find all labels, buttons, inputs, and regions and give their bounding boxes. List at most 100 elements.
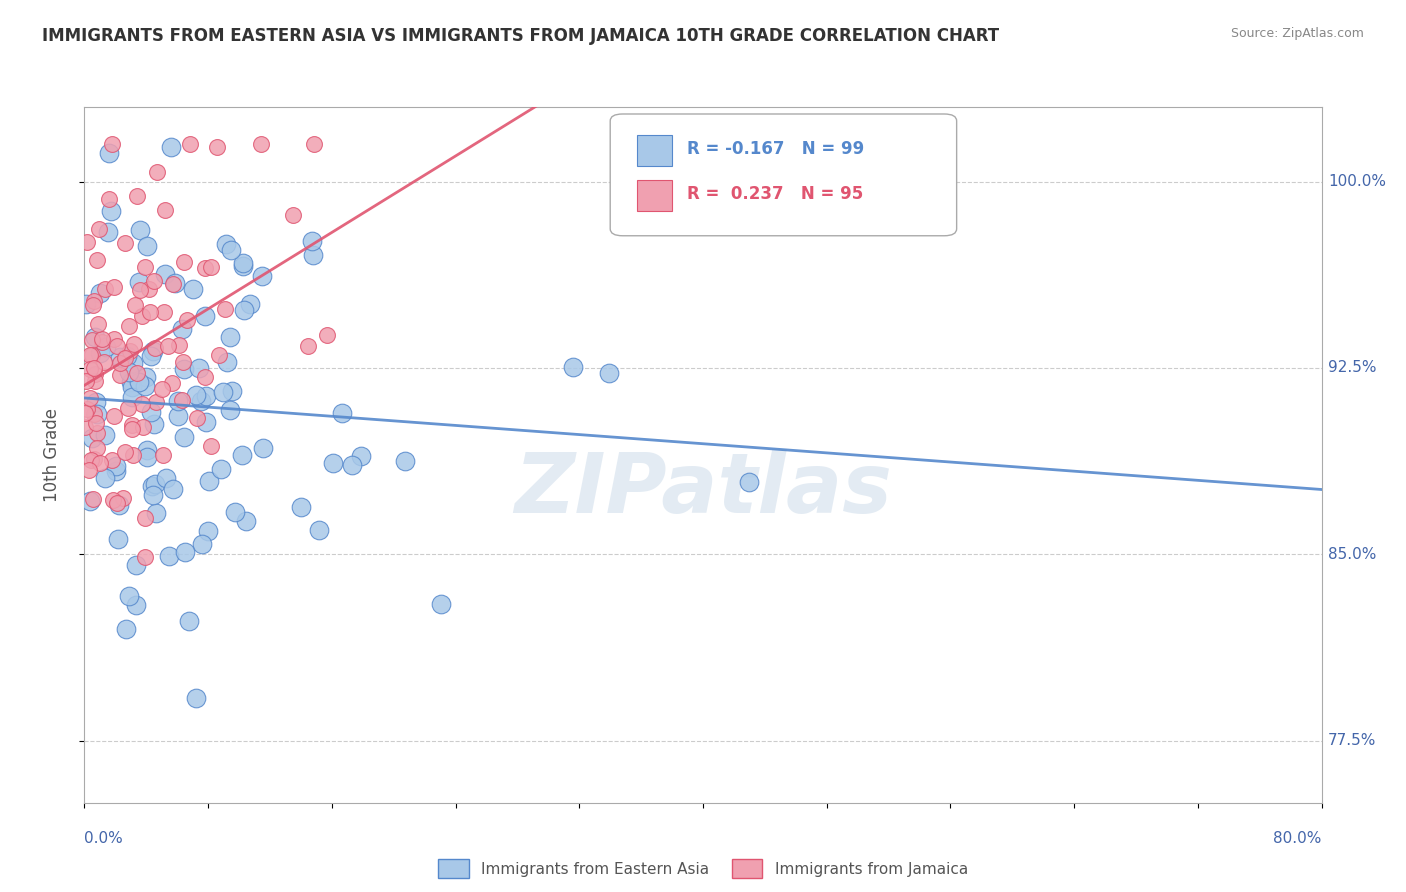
Point (129, 223, 152, 237)
Point (430, 597, 453, 611)
Point (143, 417, 166, 431)
Point (105, 464, 128, 478)
Point (162, 482, 184, 496)
Point (212, 384, 235, 399)
Point (100, 204, 122, 219)
Point (316, 327, 339, 342)
Point (252, 441, 274, 455)
Point (194, 260, 217, 275)
Point (125, 189, 148, 203)
Point (108, 368, 131, 382)
Point (76, 235, 98, 249)
Point (103, 409, 125, 423)
Point (738, 475, 761, 490)
Point (125, 598, 148, 612)
Bar (637, 135, 672, 166)
Point (124, 336, 146, 351)
Point (121, 356, 143, 370)
Point (297, 339, 319, 353)
Point (101, 492, 124, 507)
Point (183, 283, 205, 297)
Point (86, 416, 108, 430)
Point (131, 309, 153, 323)
Point (200, 260, 222, 275)
Point (128, 375, 150, 389)
Point (93, 428, 115, 442)
Point (103, 332, 125, 346)
Text: 92.5%: 92.5% (1327, 360, 1376, 376)
Point (174, 545, 197, 559)
Point (118, 365, 141, 379)
Point (163, 277, 186, 291)
Point (112, 491, 135, 505)
Y-axis label: 10th Grade: 10th Grade (42, 408, 60, 502)
Point (93, 355, 115, 369)
Point (89, 457, 111, 471)
Point (98, 145, 121, 160)
Point (134, 550, 156, 565)
Point (162, 277, 184, 291)
Point (231, 449, 253, 463)
Point (86, 252, 108, 267)
Point (135, 370, 157, 384)
Point (232, 259, 254, 273)
Point (121, 417, 143, 432)
Point (84, 330, 107, 344)
Point (173, 361, 195, 376)
Point (94, 283, 117, 297)
Text: 77.5%: 77.5% (1327, 733, 1376, 748)
Point (105, 339, 128, 353)
Point (108, 355, 131, 369)
Point (83, 408, 105, 422)
Point (194, 309, 217, 323)
Point (83, 293, 105, 308)
Point (79, 453, 101, 467)
Point (322, 456, 344, 470)
Point (121, 380, 143, 394)
Point (207, 139, 229, 153)
Point (82, 492, 104, 507)
Text: ZIPatlas: ZIPatlas (515, 450, 891, 530)
Point (125, 558, 148, 573)
Legend: Immigrants from Eastern Asia, Immigrants from Jamaica: Immigrants from Eastern Asia, Immigrants… (430, 852, 976, 886)
Point (173, 254, 195, 268)
Point (598, 366, 620, 380)
Point (108, 498, 131, 512)
Point (82, 348, 104, 362)
Point (94, 471, 117, 485)
Point (91, 334, 114, 349)
Point (107, 532, 129, 546)
Point (239, 297, 262, 311)
Point (134, 511, 156, 525)
Point (172, 355, 194, 369)
Point (77, 463, 100, 477)
Point (79, 493, 101, 508)
Point (159, 140, 181, 154)
Point (190, 393, 212, 408)
Point (98, 192, 121, 206)
Point (89, 222, 111, 236)
Point (191, 536, 214, 550)
Point (118, 319, 141, 334)
Point (136, 443, 159, 458)
Point (143, 477, 166, 491)
Point (143, 341, 166, 355)
Point (145, 507, 167, 521)
Point (139, 404, 162, 418)
Point (167, 409, 190, 424)
Point (173, 430, 195, 444)
Point (128, 275, 150, 289)
Point (75, 297, 97, 311)
Point (219, 329, 242, 343)
Point (194, 389, 217, 403)
Point (176, 313, 198, 327)
Bar (637, 180, 672, 211)
Point (209, 461, 232, 475)
Point (184, 388, 207, 402)
Point (131, 397, 153, 411)
Point (155, 471, 177, 485)
Point (87, 317, 110, 331)
Point (103, 280, 125, 294)
Point (121, 390, 143, 404)
Point (121, 422, 143, 436)
